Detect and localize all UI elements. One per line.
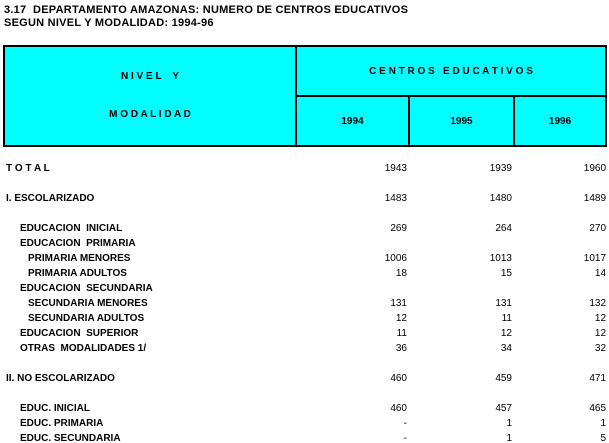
value-1996: 12 — [594, 328, 607, 339]
value-1996 — [514, 236, 606, 251]
value-1995: 264 — [495, 223, 512, 234]
value-1994: 12 — [395, 313, 407, 324]
value-1995: 1939 — [489, 163, 512, 174]
value-1995: 1 — [506, 433, 512, 443]
table-row-educ-primaria: EDUC. PRIMARIA - 1 1 — [4, 416, 606, 431]
value-1996: 132 — [589, 298, 607, 309]
value-1995: 1480 — [489, 193, 512, 204]
value-1996: 471 — [589, 373, 607, 384]
value-1994 — [296, 236, 409, 251]
row-label: I. ESCOLARIZADO — [6, 193, 95, 204]
spacer-row — [4, 356, 606, 371]
value-1995: 459 — [495, 373, 512, 384]
value-1994: - — [403, 418, 407, 429]
value-1995 — [409, 281, 514, 296]
value-1996: 32 — [594, 343, 607, 354]
table-row-primaria-adultos: PRIMARIA ADULTOS 18 15 14 — [4, 266, 606, 281]
value-1996: 1 — [600, 418, 607, 429]
title-line-2: SEGUN NIVEL Y MODALIDAD: 1994-96 — [4, 17, 214, 29]
table-row-primaria-menores: PRIMARIA MENORES 1006 1013 1017 — [4, 251, 606, 266]
value-1994: 1943 — [384, 163, 407, 174]
row-label: II. NO ESCOLARIZADO — [6, 373, 115, 384]
header-cell-year-1994: 1994 — [295, 95, 410, 147]
table-row-total: T O T A L 1943 1939 1960 — [4, 161, 606, 176]
table-title: 3.17 DEPARTAMENTO AMAZONAS: NUMERO DE CE… — [0, 0, 609, 30]
value-1995: 15 — [500, 268, 512, 279]
value-1996: 1017 — [583, 253, 607, 264]
header-cell-year-1996: 1996 — [512, 95, 608, 147]
value-1994: 460 — [390, 373, 407, 384]
row-label: SECUNDARIA MENORES — [28, 298, 148, 309]
value-1994: 460 — [390, 403, 407, 414]
value-1995: 1013 — [489, 253, 512, 264]
value-1994: 269 — [390, 223, 407, 234]
value-1994: 18 — [395, 268, 407, 279]
table-header: N I V E L Y M O D A L I D A D C E N T R … — [3, 45, 608, 147]
value-1996: 270 — [589, 223, 607, 234]
table-row-educacion-superior: EDUCACION SUPERIOR 11 12 12 — [4, 326, 606, 341]
value-1994: 11 — [396, 328, 407, 339]
table-row-otras-modalidades: OTRAS MODALIDADES 1/ 36 34 32 — [4, 341, 606, 356]
row-label: EDUCACION SECUNDARIA — [20, 283, 153, 294]
table-row-educacion-inicial: EDUCACION INICIAL 269 264 270 — [4, 221, 606, 236]
header-cell-nivel-modalidad: N I V E L Y M O D A L I D A D — [3, 45, 297, 147]
value-1996: 5 — [600, 433, 607, 443]
row-label: PRIMARIA ADULTOS — [28, 268, 127, 279]
table-row-secundaria-adultos: SECUNDARIA ADULTOS 12 11 12 — [4, 311, 606, 326]
header-stub-line-2: M O D A L I D A D — [109, 109, 191, 120]
table-row-educ-secundaria: EDUC. SECUNDARIA - 1 5 — [4, 431, 606, 443]
table-row-educacion-primaria: EDUCACION PRIMARIA — [4, 236, 606, 251]
row-label: PRIMARIA MENORES — [28, 253, 131, 264]
value-1995: 457 — [495, 403, 512, 414]
row-label: EDUCACION PRIMARIA — [20, 238, 136, 249]
value-1994: - — [403, 433, 407, 443]
row-label: SECUNDARIA ADULTOS — [28, 313, 145, 324]
value-1996: 465 — [589, 403, 607, 414]
value-1995: 12 — [500, 328, 512, 339]
table-row-escolarizado: I. ESCOLARIZADO 1483 1480 1489 — [4, 191, 606, 206]
header-cell-year-1995: 1995 — [408, 95, 515, 147]
value-1994: 1483 — [384, 193, 407, 204]
spacer-row — [4, 386, 606, 401]
header-stub-line-1: N I V E L Y — [121, 71, 179, 82]
row-label: EDUCACION SUPERIOR — [20, 328, 139, 339]
header-cell-centros-educativos: C E N T R O S E D U C A T I V O S — [294, 45, 608, 97]
spacer-row — [4, 146, 606, 161]
value-1996: 1960 — [583, 163, 607, 174]
value-1994: 1006 — [384, 253, 407, 264]
row-label: OTRAS MODALIDADES 1/ — [20, 343, 147, 354]
row-label: EDUC. PRIMARIA — [20, 418, 104, 429]
table-row-educ-inicial: EDUC. INICIAL 460 457 465 — [4, 401, 606, 416]
row-label: T O T A L — [6, 163, 50, 174]
row-label: EDUCACION INICIAL — [20, 223, 123, 234]
value-1995 — [409, 236, 514, 251]
value-1994 — [296, 281, 409, 296]
header-row-group: N I V E L Y M O D A L I D A D C E N T R … — [3, 45, 608, 147]
title-line-1: 3.17 DEPARTAMENTO AMAZONAS: NUMERO DE CE… — [4, 4, 409, 16]
education-centers-table: N I V E L Y M O D A L I D A D C E N T R … — [3, 45, 608, 443]
table-row-no-escolarizado: II. NO ESCOLARIZADO 460 459 471 — [4, 371, 606, 386]
value-1996: 1489 — [583, 193, 607, 204]
value-1994: 131 — [390, 298, 407, 309]
value-1995: 131 — [495, 298, 512, 309]
value-1994: 36 — [395, 343, 407, 354]
table-body: T O T A L 1943 1939 1960 I. ESCOLARIZADO… — [4, 146, 606, 443]
value-1996 — [514, 281, 606, 296]
spacer-row — [4, 206, 606, 221]
value-1996: 12 — [594, 313, 607, 324]
table-row-educacion-secundaria: EDUCACION SECUNDARIA — [4, 281, 606, 296]
value-1995: 34 — [500, 343, 512, 354]
header-row-years: 1994 1995 1996 — [4, 95, 608, 147]
table-row-secundaria-menores: SECUNDARIA MENORES 131 131 132 — [4, 296, 606, 311]
spacer-row — [4, 176, 606, 191]
row-label: EDUC. INICIAL — [20, 403, 90, 414]
value-1995: 11 — [501, 313, 512, 324]
value-1995: 1 — [506, 418, 512, 429]
value-1996: 14 — [594, 268, 607, 279]
row-label: EDUC. SECUNDARIA — [20, 433, 121, 443]
